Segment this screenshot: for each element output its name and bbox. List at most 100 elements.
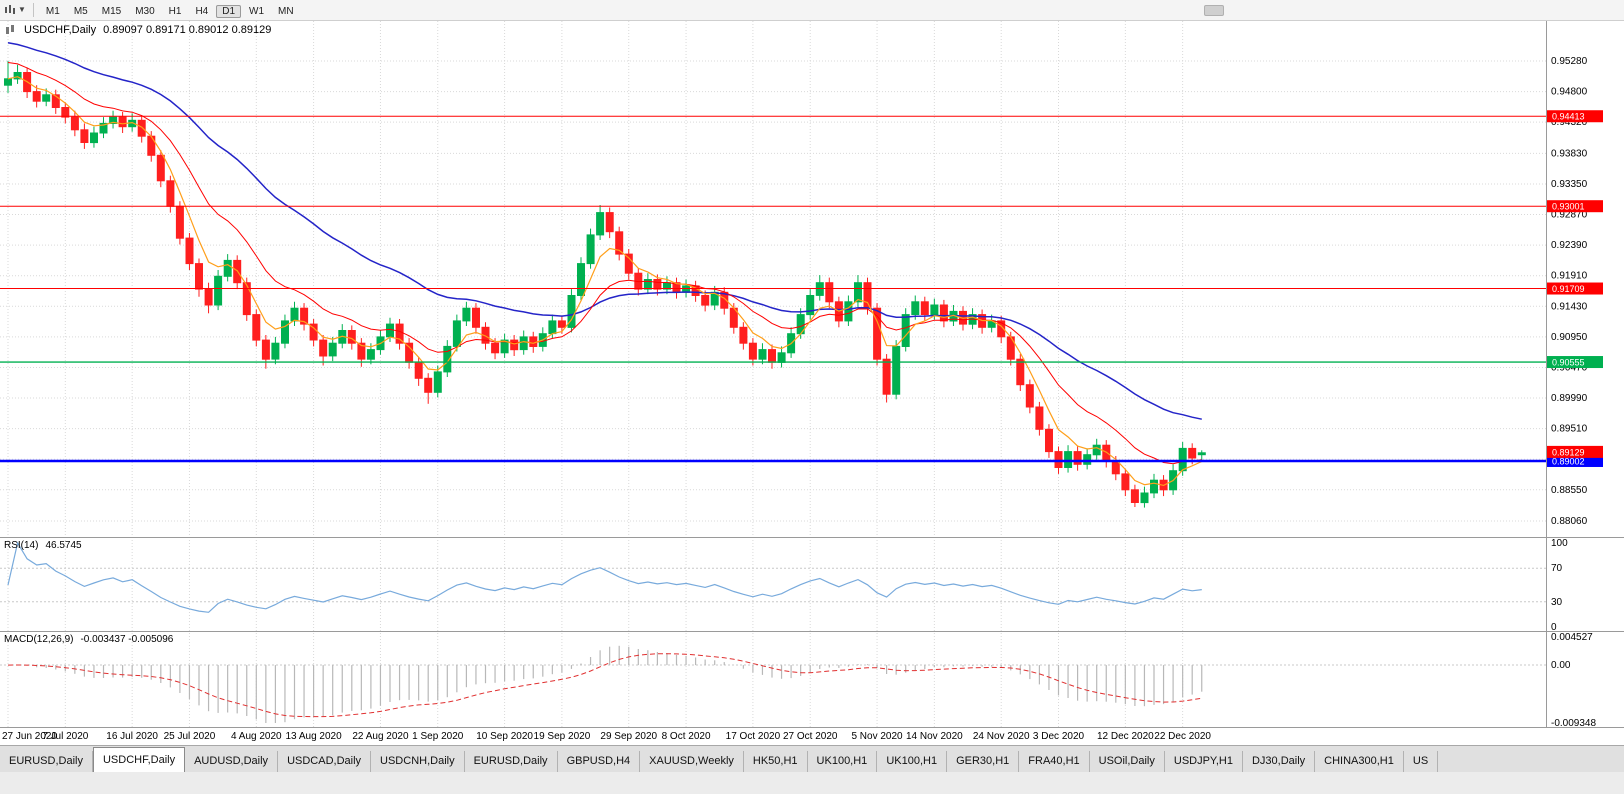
candle-body xyxy=(920,301,929,315)
price-axis-label: 0.89510 xyxy=(1551,424,1588,435)
chart-tab-gbpusd-h4[interactable]: GBPUSD,H4 xyxy=(558,751,641,772)
price-axis-label: 0.95280 xyxy=(1551,56,1588,67)
candle-body xyxy=(137,119,146,137)
chart-ohlc-values: 0.89097 0.89171 0.89012 0.89129 xyxy=(103,24,272,36)
price-tag-box xyxy=(1547,200,1603,213)
candle-body xyxy=(32,91,41,102)
timeframe-buttons: M1 M5 M15 M30 H1 H4 D1 W1 MN xyxy=(39,1,301,20)
chart-tab-dj30-daily[interactable]: DJ30,Daily xyxy=(1243,751,1316,772)
candle-body xyxy=(1102,444,1111,462)
timeframe-M30-button[interactable]: M30 xyxy=(135,5,155,17)
date-axis-label: 25 Jul 2020 xyxy=(164,731,216,742)
candle-body xyxy=(500,339,509,354)
candle-body xyxy=(99,122,108,134)
candle-body xyxy=(472,307,480,328)
candle-body xyxy=(1025,384,1034,408)
date-axis-label: 4 Aug 2020 xyxy=(231,731,282,742)
ma-slow-line xyxy=(7,42,1202,420)
chart-tab-eurusd-daily[interactable]: EURUSD,Daily xyxy=(0,751,93,772)
candle-body xyxy=(1092,444,1101,456)
chart-tab-xauusd-weekly[interactable]: XAUUSD,Weekly xyxy=(640,751,744,772)
candle-body xyxy=(61,107,70,118)
macd-signal-line xyxy=(7,653,1202,718)
candle-body xyxy=(653,279,662,290)
candle-body xyxy=(347,330,356,344)
chart-tab-audusd-daily[interactable]: AUDUSD,Daily xyxy=(185,751,279,772)
candle-body xyxy=(242,282,251,316)
chart-tab-eurusd-daily[interactable]: EURUSD,Daily xyxy=(465,751,558,772)
date-axis-label: 27 Oct 2020 xyxy=(783,731,838,742)
candle-body xyxy=(80,129,89,144)
ma-fast-line xyxy=(7,76,1203,487)
date-axis-label: 19 Sep 2020 xyxy=(534,731,591,742)
candle-body xyxy=(1064,451,1073,469)
price-axis-label: 0.93350 xyxy=(1551,179,1588,190)
price-axis-label: 0.91430 xyxy=(1551,301,1588,312)
candle-body xyxy=(405,342,414,363)
candle-body xyxy=(261,339,270,360)
candle-body xyxy=(1045,428,1053,453)
chart-scrollbar-thumb[interactable] xyxy=(1204,5,1224,16)
candle-body xyxy=(386,323,394,338)
chart-tab-fra40-h1[interactable]: FRA40,H1 xyxy=(1019,751,1090,772)
chart-tab-usdcad-daily[interactable]: USDCAD,Daily xyxy=(278,751,372,772)
candle-body xyxy=(739,326,748,344)
candle-body xyxy=(844,301,853,322)
candle-body xyxy=(90,132,98,144)
candle-body xyxy=(892,345,901,395)
chart-tab-us[interactable]: US xyxy=(1404,751,1439,772)
candle-body xyxy=(758,349,767,360)
date-axis-label: 13 Aug 2020 xyxy=(286,731,343,742)
date-axis-label: 5 Nov 2020 xyxy=(851,731,903,742)
candle-body xyxy=(42,94,51,102)
chart-area: 0.95280 0.94800 0.94320 0.93830 0.93350 0.928… xyxy=(0,21,1624,745)
timeframe-M15-button[interactable]: M15 xyxy=(101,5,122,17)
price-axis-label: 0.88550 xyxy=(1551,485,1588,496)
price-tag-box xyxy=(1547,282,1603,295)
timeframe-D1-button[interactable]: D1 xyxy=(216,4,242,18)
candle-body xyxy=(366,349,375,360)
candle-body xyxy=(939,304,948,322)
date-axis-label: 22 Dec 2020 xyxy=(1154,731,1211,742)
chart-type-icon[interactable]: ▼ xyxy=(4,4,26,16)
timeframe-M5-button[interactable]: M5 xyxy=(73,5,88,17)
candle-body xyxy=(548,320,557,335)
candle-body xyxy=(529,336,538,347)
date-axis-label: 10 Sep 2020 xyxy=(476,731,533,742)
timeframe-W1-button[interactable]: W1 xyxy=(249,5,265,17)
timeframe-M1-button[interactable]: M1 xyxy=(45,5,60,17)
timeframe-H1-button[interactable]: H1 xyxy=(168,5,182,17)
price-axis-label: 0.94800 xyxy=(1551,87,1588,98)
timeframe-toolbar: ▼ M1 M5 M15 M30 H1 H4 D1 W1 MN xyxy=(0,0,1624,21)
dropdown-caret-icon: ▼ xyxy=(18,5,26,14)
chart-tab-china300-h1[interactable]: CHINA300,H1 xyxy=(1315,751,1404,772)
price-tag-label: 0.94413 xyxy=(1552,112,1585,122)
candle-body xyxy=(13,72,22,80)
rsi-indicator-label: RSI(14) 46.5745 xyxy=(4,540,82,551)
timeframe-MN-button[interactable]: MN xyxy=(278,5,294,17)
rsi-axis-label: 70 xyxy=(1551,563,1563,574)
candle-body xyxy=(577,263,585,297)
timeframe-H4-button[interactable]: H4 xyxy=(195,5,209,17)
chart-tab-usoil-daily[interactable]: USOil,Daily xyxy=(1090,751,1165,772)
chart-tab-hk50-h1[interactable]: HK50,H1 xyxy=(744,751,808,772)
candle-body xyxy=(166,180,175,207)
candle-body xyxy=(328,342,337,357)
chart-tab-uk100-h1[interactable]: UK100,H1 xyxy=(877,751,948,772)
chart-canvas[interactable]: 0.95280 0.94800 0.94320 0.93830 0.93350 0.928… xyxy=(0,21,1624,745)
candle-body xyxy=(281,320,289,344)
chart-tab-ger30-h1[interactable]: GER30,H1 xyxy=(947,751,1020,772)
rsi-axis-label: 30 xyxy=(1551,597,1563,608)
candle-body xyxy=(109,116,118,124)
candle-body xyxy=(624,253,633,274)
candle-body xyxy=(491,342,500,354)
candle-body xyxy=(357,342,366,360)
chart-tab-uk100-h1[interactable]: UK100,H1 xyxy=(808,751,878,772)
chart-tab-usdjpy-h1[interactable]: USDJPY,H1 xyxy=(1165,751,1243,772)
chart-symbol-label: USDCHF,Daily xyxy=(24,24,97,36)
price-tag-label: 0.93001 xyxy=(1552,202,1585,212)
chart-tab-usdchf-daily[interactable]: USDCHF,Daily xyxy=(92,747,186,772)
chart-tab-usdcnh-daily[interactable]: USDCNH,Daily xyxy=(371,751,465,772)
price-tag-label: 0.90555 xyxy=(1552,358,1585,368)
